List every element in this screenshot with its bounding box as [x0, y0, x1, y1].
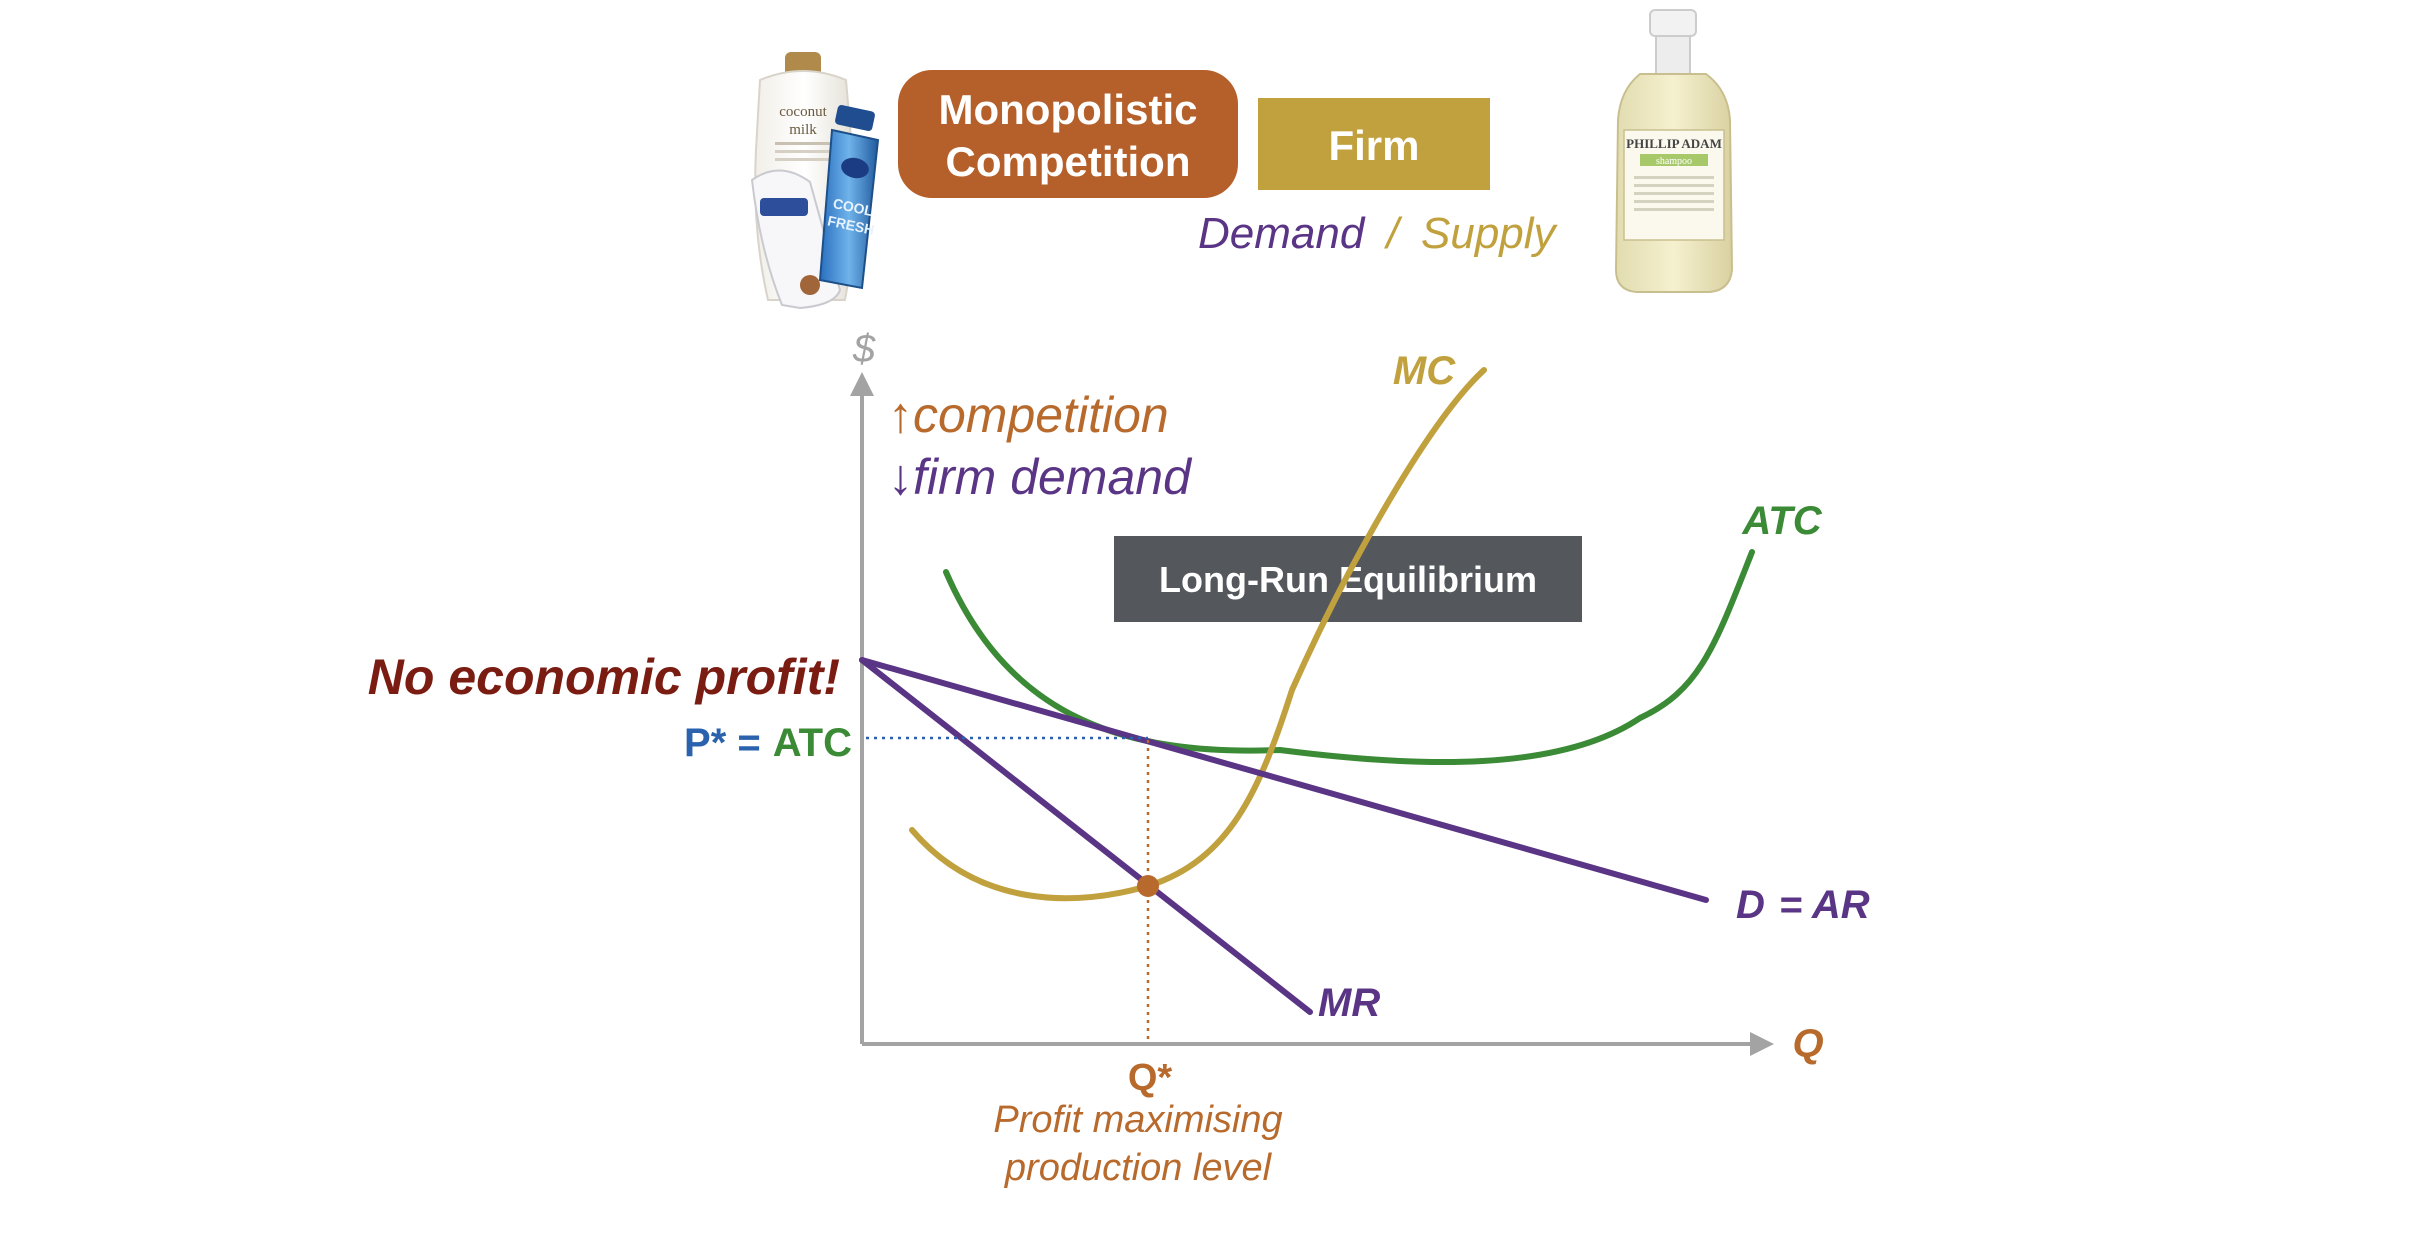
demand-label-ar: = AR [1779, 883, 1870, 927]
bottle-text-line-2: milk [789, 122, 817, 138]
mr-mc-intersection-point [1137, 875, 1159, 897]
demand-label: D = AR [1736, 883, 1870, 927]
y-axis-arrowhead [850, 372, 874, 396]
price-atc-label: P* = ATC [684, 721, 852, 765]
competition-line: ↑competition [888, 387, 1169, 443]
mc-curve [909, 367, 1487, 902]
demand-curve [859, 657, 1709, 903]
up-arrow-icon: ↑ [888, 387, 913, 443]
market-label-line-1: Monopolistic [939, 86, 1198, 133]
q-star-label: Q* [1128, 1057, 1173, 1099]
shampoo-bottles-image: coconut milk COOL FRESH [750, 52, 880, 310]
demand-word: Demand [1198, 209, 1366, 258]
slash: / [1384, 209, 1403, 258]
y-axis-label: $ [852, 327, 876, 371]
atc-curve [943, 549, 1755, 766]
down-arrow-icon: ↓ [888, 449, 913, 505]
phillip-adam-shampoo-image: PHILLIP ADAM shampoo [1614, 9, 1734, 293]
competition-annotation: ↑competition ↓firm demand [888, 387, 1193, 505]
x-axis-label: Q [1792, 1022, 1823, 1066]
firm-box: Firm [1258, 98, 1490, 190]
q-star-note-line-1: Profit maximising [993, 1099, 1282, 1141]
market-type-box: Monopolistic Competition [898, 70, 1238, 198]
atc-label: ATC [1741, 499, 1822, 543]
blue-deodorant-can-icon: COOL FRESH [818, 105, 880, 290]
mc-label: MC [1393, 349, 1456, 393]
blue-shampoo-bottle-icon [750, 169, 842, 310]
firm-demand-line: ↓firm demand [888, 449, 1193, 505]
curves [859, 367, 1755, 1015]
x-axis-arrowhead [1750, 1032, 1774, 1056]
firm-demand-text: firm demand [913, 449, 1193, 505]
no-economic-profit-label: No economic profit! [368, 649, 840, 705]
supply-word: Supply [1421, 209, 1559, 258]
firm-label: Firm [1328, 122, 1419, 169]
demand-label-d: D [1736, 883, 1765, 927]
price-label-atc: ATC [773, 721, 852, 765]
bottle-text-line-1: coconut [779, 104, 827, 120]
q-star-note-line-2: production level [1004, 1147, 1273, 1189]
shampoo-brand: PHILLIP ADAM [1626, 136, 1722, 151]
shampoo-product: shampoo [1656, 156, 1692, 167]
competition-text: competition [913, 387, 1169, 443]
mr-curve [859, 657, 1313, 1015]
market-label-line-2: Competition [946, 138, 1191, 185]
mr-label: MR [1318, 981, 1380, 1025]
axes: $ Q [850, 327, 1824, 1066]
price-label-p: P* = [684, 721, 761, 765]
demand-supply-caption: Demand / Supply [1198, 209, 1559, 258]
